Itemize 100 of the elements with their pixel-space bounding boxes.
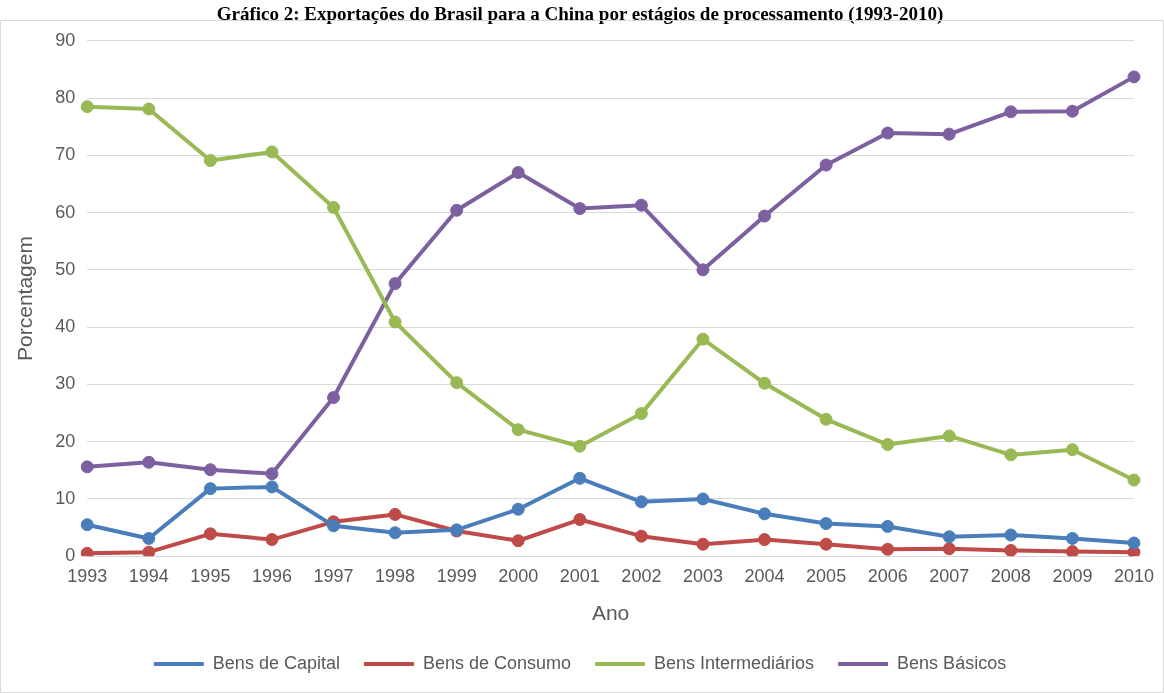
point	[942, 127, 956, 141]
point	[265, 145, 279, 159]
x-tick-label: 2003	[682, 565, 723, 586]
point	[758, 209, 772, 223]
x-tick-label: 2007	[929, 565, 970, 586]
point	[327, 391, 341, 405]
point	[1065, 443, 1079, 457]
point	[388, 315, 402, 329]
point	[634, 529, 648, 543]
point	[819, 412, 833, 426]
point	[80, 100, 94, 114]
point	[450, 376, 464, 390]
x-tick-label: 2009	[1052, 565, 1093, 586]
y-tick-label: 0	[65, 545, 76, 566]
point	[1004, 543, 1018, 557]
point	[142, 531, 156, 545]
x-tick-label: 1998	[375, 565, 416, 586]
point	[942, 530, 956, 544]
point	[450, 203, 464, 217]
x-tick-label: 1994	[128, 565, 169, 586]
x-tick-label: 2005	[806, 565, 847, 586]
point	[142, 102, 156, 116]
point	[203, 463, 217, 477]
legend-label: Bens de Capital	[212, 652, 340, 673]
point	[203, 153, 217, 167]
point	[1004, 528, 1018, 542]
legend-label: Bens Básicos	[897, 652, 1007, 673]
point	[388, 507, 402, 521]
point	[142, 455, 156, 469]
y-tick-label: 70	[55, 144, 76, 165]
point	[511, 166, 525, 180]
y-tick-label: 40	[55, 316, 76, 337]
x-tick-label: 2000	[498, 565, 539, 586]
point	[80, 460, 94, 474]
y-tick-label: 20	[55, 430, 76, 451]
point	[634, 407, 648, 421]
point	[819, 158, 833, 172]
point	[634, 495, 648, 509]
point	[942, 542, 956, 556]
x-tick-label: 1993	[67, 565, 108, 586]
y-tick-label: 50	[55, 258, 76, 279]
x-tick-label: 2006	[867, 565, 908, 586]
point	[265, 480, 279, 494]
point	[758, 533, 772, 547]
x-tick-label: 2002	[621, 565, 662, 586]
y-tick-label: 80	[55, 87, 76, 108]
point	[819, 517, 833, 531]
point	[511, 502, 525, 516]
point	[758, 376, 772, 390]
y-tick-label: 60	[55, 201, 76, 222]
point	[1127, 473, 1141, 487]
point	[573, 439, 587, 453]
x-axis-title: Ano	[591, 601, 630, 625]
point	[942, 429, 956, 443]
x-tick-label: 1999	[436, 565, 477, 586]
point	[1127, 70, 1141, 84]
point	[696, 492, 710, 506]
point	[511, 423, 525, 437]
point	[203, 527, 217, 541]
point	[265, 533, 279, 547]
y-tick-label: 10	[55, 487, 76, 508]
point	[881, 126, 895, 140]
point	[1065, 531, 1079, 545]
x-tick-label: 2001	[559, 565, 600, 586]
point	[881, 438, 895, 452]
point	[758, 507, 772, 521]
point	[203, 482, 217, 496]
point	[1065, 104, 1079, 118]
point	[327, 519, 341, 533]
y-axis-title: Porcentagem	[13, 236, 37, 361]
legend-label: Bens de Consumo	[422, 652, 572, 673]
point	[1004, 105, 1018, 119]
point	[265, 467, 279, 481]
x-tick-label: 2010	[1113, 565, 1154, 586]
point	[819, 537, 833, 551]
point	[327, 200, 341, 214]
point	[573, 471, 587, 485]
point	[388, 526, 402, 540]
point	[142, 545, 156, 557]
x-tick-label: 1995	[190, 565, 231, 586]
point	[696, 537, 710, 551]
point	[634, 198, 648, 212]
x-tick-label: 2004	[744, 565, 785, 586]
point	[80, 518, 94, 532]
point	[573, 202, 587, 216]
chart-title: Gráfico 2: Exportações do Brasil para a China por estágios de processamento (1993-2010)	[216, 3, 944, 26]
point	[881, 519, 895, 533]
y-tick-label: 30	[55, 373, 76, 394]
y-tick-label: 90	[55, 29, 76, 50]
point	[511, 534, 525, 548]
point	[388, 277, 402, 291]
x-tick-label: 2008	[990, 565, 1031, 586]
point	[80, 546, 94, 557]
point	[1065, 545, 1079, 557]
legend-label: Bens Intermediários	[654, 652, 815, 673]
x-tick-label: 1997	[313, 565, 354, 586]
point	[696, 332, 710, 346]
x-tick-label: 1996	[251, 565, 292, 586]
point	[881, 542, 895, 556]
point	[1127, 536, 1141, 550]
